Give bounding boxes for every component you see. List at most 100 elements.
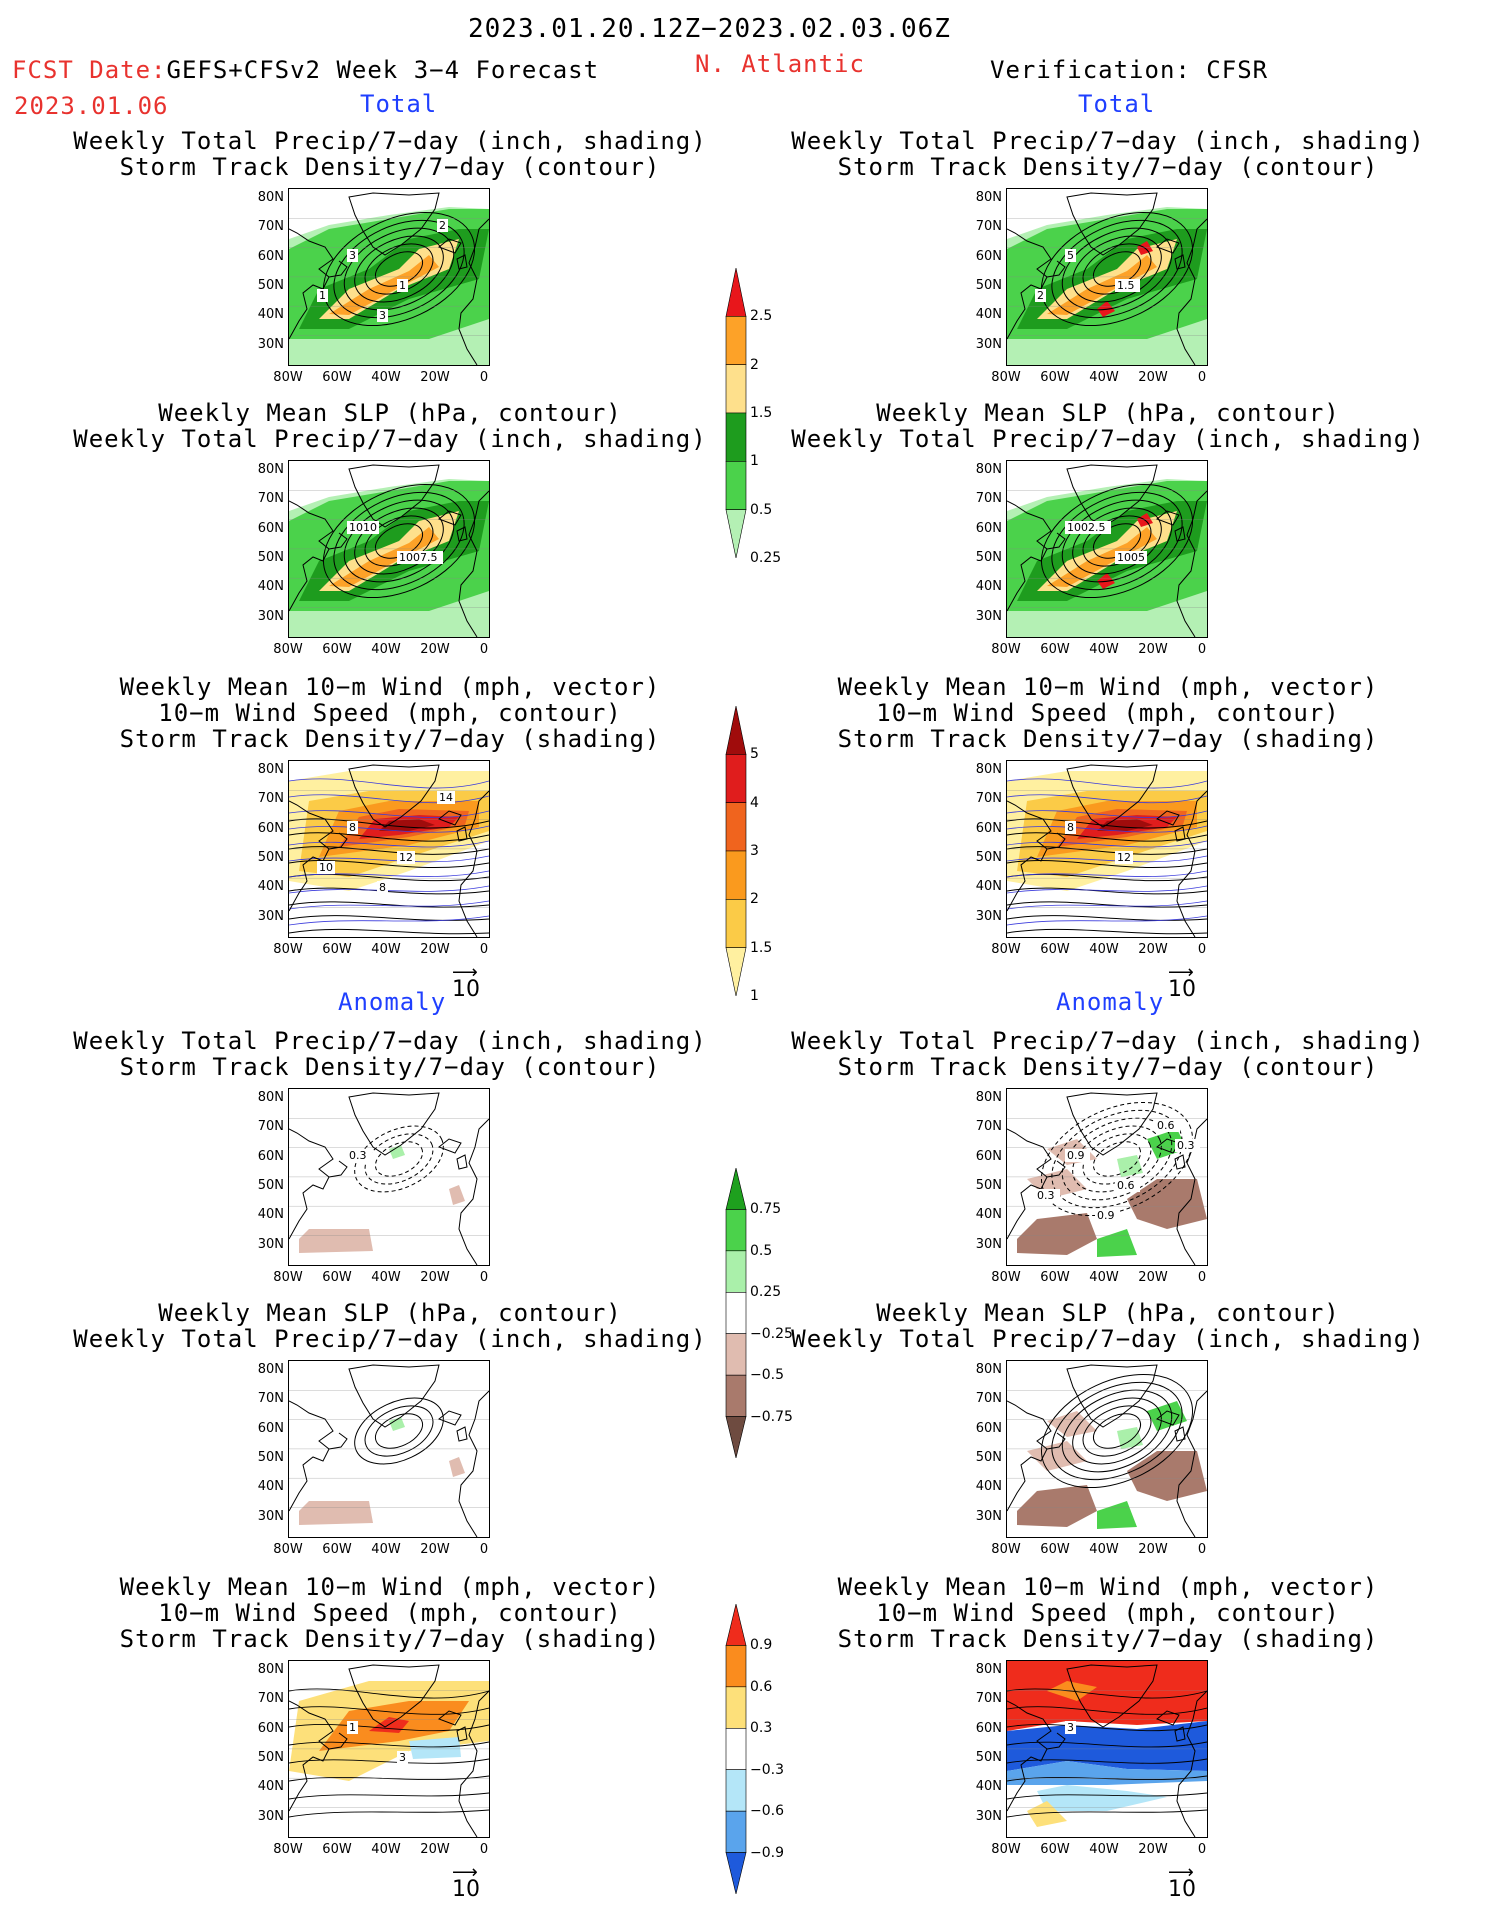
contour-label: 0.3	[1037, 1189, 1055, 1202]
colorbar-label: 3	[750, 843, 759, 859]
lon-label: 40W	[1089, 642, 1119, 657]
title-obs-total-slp: Weekly Mean SLP (hPa, contour) Weekly Tot…	[791, 399, 1425, 453]
title-fc-anom-wind: Weekly Mean 10−m Wind (mph, vector) 10−m …	[119, 1573, 661, 1653]
lon-label: 80W	[273, 642, 303, 657]
contour-label: 0.6	[1117, 1179, 1135, 1192]
colorbar-swatch	[725, 1374, 747, 1417]
colorbar-swatch	[725, 1209, 747, 1252]
contour-label: 0.3	[349, 1149, 367, 1162]
colorbar-swatch	[725, 850, 747, 900]
contour-label: 1007.5	[399, 551, 438, 564]
lat-label: 50N	[975, 549, 1002, 565]
contour-label: 1.5	[1117, 279, 1135, 292]
lat-label: 80N	[257, 1090, 284, 1105]
lon-label: 0	[1197, 1542, 1207, 1557]
lon-label: 0	[1197, 1842, 1207, 1857]
colorbar-swatch	[725, 1810, 747, 1853]
lon-label: 0	[1197, 370, 1207, 385]
model-label: GEFS+CFSv2 Week 3−4 Forecast	[166, 56, 600, 84]
lon-label: 20W	[1138, 642, 1168, 657]
lon-label: 0	[1197, 642, 1207, 657]
lat-label: 80N	[975, 1362, 1002, 1377]
lat-label: 70N	[975, 791, 1002, 807]
lat-label: 70N	[257, 1391, 284, 1407]
lon-label: 80W	[991, 642, 1021, 657]
map-fc-total-precip: 3 1 1 2 3	[288, 188, 490, 366]
colorbar-label: 2	[750, 356, 759, 373]
lat-label: 40N	[975, 307, 1002, 323]
contour-label: 3	[1067, 1721, 1074, 1734]
colorbar-swatch	[725, 364, 747, 414]
colorbar-swatch	[725, 1168, 747, 1210]
lat-label: 80N	[257, 1662, 284, 1677]
lat-label: 30N	[257, 336, 284, 352]
colorbar-label: 2.5	[750, 308, 773, 325]
lon-label: 40W	[371, 1270, 401, 1285]
lon-label: 40W	[1089, 370, 1119, 385]
map-fc-anom-precip: 0.3	[288, 1088, 490, 1266]
lon-label: 60W	[1040, 370, 1070, 385]
colorbar-swatch	[725, 1852, 747, 1894]
lon-label: 40W	[371, 370, 401, 385]
lon-label: 60W	[1040, 1842, 1070, 1857]
lat-label: 30N	[975, 1808, 1002, 1824]
vector-ref-fc-anom: ⟶ 10	[452, 1862, 480, 1902]
colorbar-swatch	[725, 1604, 747, 1646]
colorbar-label: 1	[750, 453, 759, 470]
lon-label: 0	[479, 642, 489, 657]
title-obs-total-precip: Weekly Total Precip/7−day (inch, shading…	[791, 127, 1425, 181]
contour-label: 5	[1067, 249, 1074, 262]
lat-label: 80N	[257, 462, 284, 477]
section-anomaly-right: Anomaly	[1056, 988, 1165, 1016]
colorbar-swatch	[725, 1727, 747, 1771]
lon-label: 20W	[420, 642, 450, 657]
colorbar-anom-storm	[725, 1604, 747, 1894]
lon-label: 80W	[991, 1542, 1021, 1557]
lon-label: 40W	[1089, 1542, 1119, 1557]
lat-label: 40N	[975, 1479, 1002, 1495]
contour-label: 1	[319, 289, 326, 302]
colorbar-label: −0.25	[750, 1325, 793, 1342]
lon-label: 60W	[322, 942, 352, 957]
contour-label: 1005	[1117, 551, 1145, 564]
lat-label: 80N	[975, 1090, 1002, 1105]
lon-label: 0	[479, 1270, 489, 1285]
map-obs-total-precip: 5 1.5 2	[1006, 188, 1208, 366]
lat-label: 40N	[257, 1779, 284, 1795]
lon-label: 0	[479, 370, 489, 385]
lat-label: 40N	[257, 307, 284, 323]
section-total-left: Total	[360, 90, 438, 118]
verification-label: Verification: CFSR	[990, 56, 1269, 84]
lon-label: 80W	[991, 942, 1021, 957]
contour-label: 12	[1117, 851, 1131, 864]
lat-label: 70N	[975, 1691, 1002, 1707]
lat-label: 40N	[257, 1207, 284, 1223]
lat-label: 60N	[257, 1720, 284, 1736]
lon-label: 60W	[1040, 1270, 1070, 1285]
contour-label: 1002.5	[1067, 521, 1106, 534]
lon-label: 60W	[322, 1842, 352, 1857]
colorbar-anom-precip	[725, 1168, 747, 1458]
vector-ref-obs-total: ⟶ 10	[1168, 962, 1196, 1002]
lon-label: 20W	[420, 942, 450, 957]
lon-label: 20W	[1138, 1270, 1168, 1285]
section-anomaly-left: Anomaly	[338, 988, 447, 1016]
lon-label: 80W	[991, 1270, 1021, 1285]
contour-label: 8	[349, 821, 356, 834]
map-obs-total-wind: 8 12	[1006, 760, 1208, 938]
region-label: N. Atlantic	[695, 50, 865, 78]
colorbar-label: 1.5	[750, 939, 773, 956]
lon-label: 80W	[273, 1542, 303, 1557]
colorbar-label: −0.3	[750, 1761, 784, 1778]
colorbar-label: 0.25	[750, 550, 782, 566]
map-fc-total-wind: 8 12 10 14 8	[288, 760, 490, 938]
lon-label: 20W	[1138, 370, 1168, 385]
lat-label: 50N	[257, 549, 284, 565]
colorbar-total-precip	[725, 268, 747, 558]
lat-label: 40N	[257, 579, 284, 595]
contour-label: 2	[1037, 289, 1044, 302]
colorbar-swatch	[725, 706, 747, 755]
lon-label: 0	[479, 942, 489, 957]
lon-label: 60W	[322, 1542, 352, 1557]
lat-label: 80N	[975, 462, 1002, 477]
